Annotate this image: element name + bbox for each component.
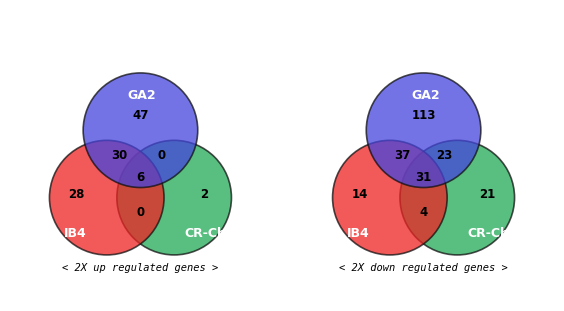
Text: 47: 47 bbox=[133, 109, 149, 122]
Text: IB4: IB4 bbox=[347, 227, 370, 240]
Text: 0: 0 bbox=[157, 149, 165, 162]
Text: 0: 0 bbox=[136, 206, 144, 219]
Circle shape bbox=[83, 73, 198, 188]
Text: 2: 2 bbox=[200, 188, 209, 201]
Text: CR-Ch: CR-Ch bbox=[185, 227, 227, 240]
Text: 37: 37 bbox=[395, 149, 411, 162]
Circle shape bbox=[333, 140, 447, 255]
Text: 6: 6 bbox=[136, 171, 144, 184]
Text: 21: 21 bbox=[479, 188, 496, 201]
Text: 31: 31 bbox=[416, 171, 431, 184]
Text: 14: 14 bbox=[351, 188, 368, 201]
Circle shape bbox=[117, 140, 231, 255]
Text: 113: 113 bbox=[411, 109, 436, 122]
Text: 23: 23 bbox=[437, 149, 452, 162]
Text: IB4: IB4 bbox=[64, 227, 87, 240]
Text: GA2: GA2 bbox=[128, 89, 156, 102]
Circle shape bbox=[50, 140, 164, 255]
Text: GA2: GA2 bbox=[411, 89, 439, 102]
Text: 28: 28 bbox=[68, 188, 85, 201]
Text: < 2X down regulated genes >: < 2X down regulated genes > bbox=[339, 263, 508, 273]
Text: CR-Ch: CR-Ch bbox=[468, 227, 510, 240]
Text: 4: 4 bbox=[420, 206, 428, 219]
Circle shape bbox=[400, 140, 514, 255]
Text: < 2X up regulated genes >: < 2X up regulated genes > bbox=[63, 263, 219, 273]
Text: 30: 30 bbox=[112, 149, 127, 162]
Circle shape bbox=[366, 73, 481, 188]
